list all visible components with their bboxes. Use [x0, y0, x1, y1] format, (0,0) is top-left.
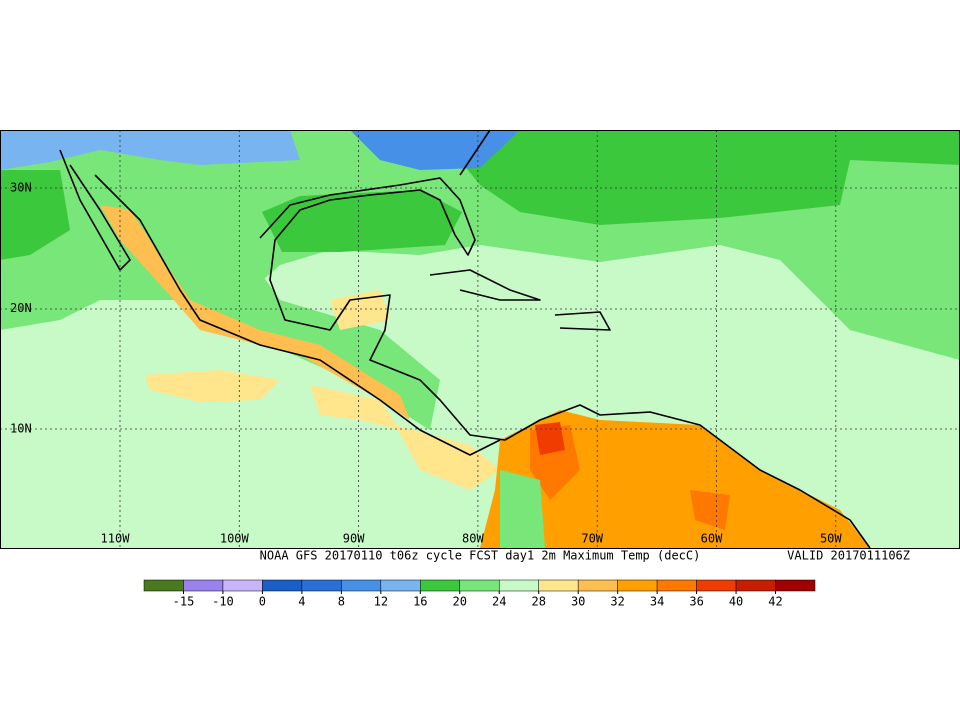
lon-label: 110W [101, 532, 131, 546]
lon-label: 90W [343, 532, 365, 546]
colorbar-box [143, 579, 184, 592]
coastline [59, 149, 131, 271]
lon-label: 70W [581, 532, 603, 546]
coastlines [59, 129, 871, 549]
colorbar-box [222, 579, 263, 592]
colorbar-box [420, 579, 461, 592]
colorbar-box [656, 579, 697, 592]
field-region [535, 422, 565, 455]
colorbar-box [183, 579, 224, 592]
colorbar-label: 0 [259, 595, 266, 609]
field-region [330, 290, 390, 330]
colorbar-box [380, 579, 421, 592]
colorbar-label: 24 [492, 595, 506, 609]
field-region [0, 130, 300, 170]
lat-label: 30N [10, 181, 32, 195]
field-region [480, 410, 870, 548]
field-region [690, 490, 730, 530]
colorbar-box [262, 579, 303, 592]
colorbar-label: 30 [571, 595, 585, 609]
coastline [459, 129, 491, 176]
field-region [0, 170, 70, 260]
coastline [429, 269, 541, 301]
coastline [94, 174, 501, 456]
colorbar-box [696, 579, 737, 592]
field-region [145, 370, 280, 402]
colorbar-box [301, 579, 342, 592]
colorbar-label: 8 [338, 595, 345, 609]
colorbar-label: 32 [610, 595, 624, 609]
coastline [259, 177, 871, 549]
colorbar-box [459, 579, 500, 592]
colorbar-label: 40 [729, 595, 743, 609]
colorbar-box [498, 579, 539, 592]
colorbar-box [617, 579, 658, 592]
colorbar-box [775, 579, 816, 592]
lon-label: 50W [820, 532, 842, 546]
colorbar-label: 20 [453, 595, 467, 609]
field-region [500, 470, 545, 548]
colorbar-label: 34 [650, 595, 664, 609]
lon-label: 60W [701, 532, 723, 546]
valid-time: VALID 2017011106Z [787, 549, 910, 563]
colorbar-label: 42 [768, 595, 782, 609]
field-region [310, 385, 400, 430]
lat-label: 20N [10, 301, 32, 315]
colorbar-label: 4 [298, 595, 305, 609]
colorbar-box [577, 579, 618, 592]
lon-label: 100W [220, 532, 250, 546]
lat-label: 10N [10, 422, 32, 436]
colorbar-box [341, 579, 382, 592]
lon-label: 80W [462, 532, 484, 546]
map-title: NOAA GFS 20170110 t06z cycle FCST day1 2… [260, 549, 701, 563]
field-region [100, 205, 410, 420]
colorbar-label: -10 [212, 595, 234, 609]
map-field [0, 130, 960, 548]
field-region [395, 425, 500, 490]
colorbar-label: 36 [689, 595, 703, 609]
colorbar-label: 16 [413, 595, 427, 609]
coastline [554, 311, 611, 331]
colorbar-label: 28 [531, 595, 545, 609]
colorbar-box [735, 579, 776, 592]
graticule [0, 130, 960, 548]
colorbar-label: -15 [173, 595, 195, 609]
colorbar-box [538, 579, 579, 592]
colorbar-label: 12 [374, 595, 388, 609]
field-region [460, 130, 960, 225]
